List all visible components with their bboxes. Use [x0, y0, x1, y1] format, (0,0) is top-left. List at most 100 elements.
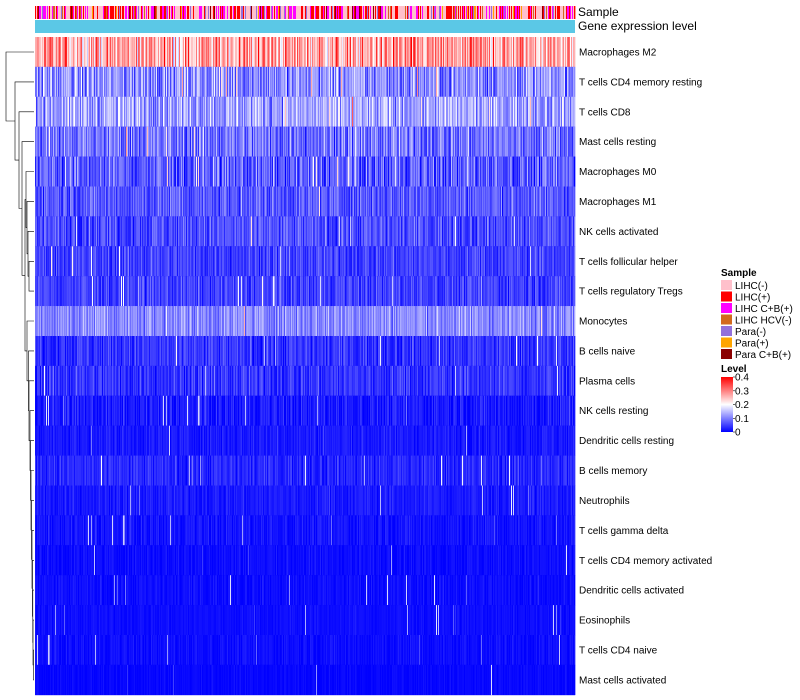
sample-annotation-cell — [230, 6, 232, 19]
heatmap-cell — [182, 37, 184, 68]
heatmap-cell — [146, 96, 148, 127]
heatmap-cell — [480, 66, 482, 98]
heatmap-cell — [112, 66, 114, 98]
heatmap-cell — [182, 96, 184, 127]
heatmap-cell — [404, 96, 406, 127]
heatmap-cell — [137, 96, 139, 127]
heatmap-cell — [281, 96, 283, 127]
sample-annotation-cell — [119, 6, 121, 19]
heatmap-cell — [139, 66, 141, 98]
sample-annotation-cell — [459, 6, 461, 19]
heatmap-cell — [207, 96, 209, 127]
heatmap-cell — [419, 37, 421, 68]
heatmap-cell — [364, 37, 366, 68]
heatmap-cell — [530, 37, 532, 68]
heatmap-cell — [47, 66, 49, 98]
heatmap-cell — [68, 66, 70, 98]
sample-annotation-cell — [38, 6, 40, 19]
heatmap-cell — [470, 96, 472, 127]
sample-annotation-cell — [487, 6, 489, 19]
sample-annotation-cell — [465, 6, 467, 19]
heatmap-cell — [425, 96, 427, 127]
sample-annotation-cell — [360, 6, 362, 19]
heatmap-cell — [228, 37, 230, 68]
heatmap-cell — [214, 66, 216, 98]
heatmap-cell — [292, 66, 294, 98]
heatmap-cell — [272, 96, 274, 127]
heatmap-cell — [201, 37, 203, 68]
sample-annotation-cell — [89, 6, 91, 19]
heatmap-cell — [563, 37, 565, 68]
sample-annotation-cell — [76, 6, 78, 19]
heatmap-cell — [76, 66, 78, 98]
sample-annotation-cell — [469, 6, 471, 19]
sample-annotation-cell — [569, 6, 571, 19]
heatmap-cell — [408, 66, 410, 98]
sample-annotation-cell — [568, 6, 570, 19]
sample-annotation-cell — [48, 6, 50, 19]
heatmap-cell — [369, 37, 371, 68]
heatmap-cell — [523, 66, 525, 98]
heatmap-cell — [538, 66, 540, 98]
sample-annotation-cell — [433, 6, 435, 19]
heatmap-cell — [293, 37, 295, 68]
sample-annotation-cell — [100, 6, 102, 19]
sample-annotation-cell — [391, 6, 393, 19]
sample-annotation-cell — [271, 6, 273, 19]
heatmap-cell — [497, 66, 499, 98]
heatmap-cell — [60, 66, 62, 98]
sample-annotation-cell — [138, 6, 140, 19]
heatmap-cell — [154, 96, 156, 127]
sample-annotation-bar — [35, 6, 576, 19]
dendrogram-branch — [33, 649, 34, 681]
heatmap-cell — [247, 66, 249, 98]
heatmap-cell — [88, 37, 90, 68]
heatmap-cell — [483, 37, 485, 68]
heatmap-cell — [563, 66, 565, 98]
heatmap-cell — [260, 37, 262, 68]
heatmap-cell — [369, 96, 371, 127]
sample-annotation-cell — [236, 6, 238, 19]
sample-annotation-cell — [57, 6, 59, 19]
sample-annotation-cell — [398, 6, 400, 19]
sample-annotation-cell — [364, 6, 366, 19]
heatmap-cell — [93, 37, 95, 68]
sample-annotation-cell — [233, 6, 235, 19]
heatmap-cell — [149, 66, 151, 98]
sample-annotation-cell — [40, 6, 42, 19]
heatmap-cell — [374, 96, 376, 127]
heatmap-cell — [535, 66, 537, 98]
heatmap-cell — [49, 66, 51, 98]
sample-annotation-cell — [520, 6, 522, 19]
sample-annotation-cell — [258, 6, 260, 19]
heatmap-cell — [423, 96, 425, 127]
heatmap-cell — [274, 37, 276, 68]
sample-annotation-cell — [145, 6, 147, 19]
heatmap-cell — [39, 66, 41, 98]
heatmap-cell — [496, 37, 498, 68]
sample-annotation-cell — [136, 6, 138, 19]
heatmap-cell — [250, 96, 252, 127]
heatmap-cell — [173, 37, 175, 68]
heatmap-cell — [523, 37, 525, 68]
heatmap-cell — [462, 96, 464, 127]
heatmap-cell — [245, 96, 247, 127]
sample-annotation-cell — [249, 6, 251, 19]
sample-annotation-cell — [306, 6, 308, 19]
heatmap-cell — [221, 66, 223, 98]
heatmap-cell — [475, 66, 477, 98]
heatmap-cell — [362, 66, 364, 98]
heatmap-cell — [38, 96, 40, 127]
sample-annotation-cell — [420, 6, 422, 19]
heatmap-cell — [258, 96, 260, 127]
sample-annotation-cell — [402, 6, 404, 19]
heatmap-cell — [50, 96, 52, 127]
heatmap-cell — [148, 66, 150, 98]
sample-annotation-cell — [213, 6, 215, 19]
heatmap-cell — [543, 66, 545, 98]
heatmap-cell — [444, 96, 446, 127]
sample-annotation-cell — [153, 6, 155, 19]
heatmap-cell — [181, 66, 183, 98]
heatmap-cell — [326, 66, 328, 98]
